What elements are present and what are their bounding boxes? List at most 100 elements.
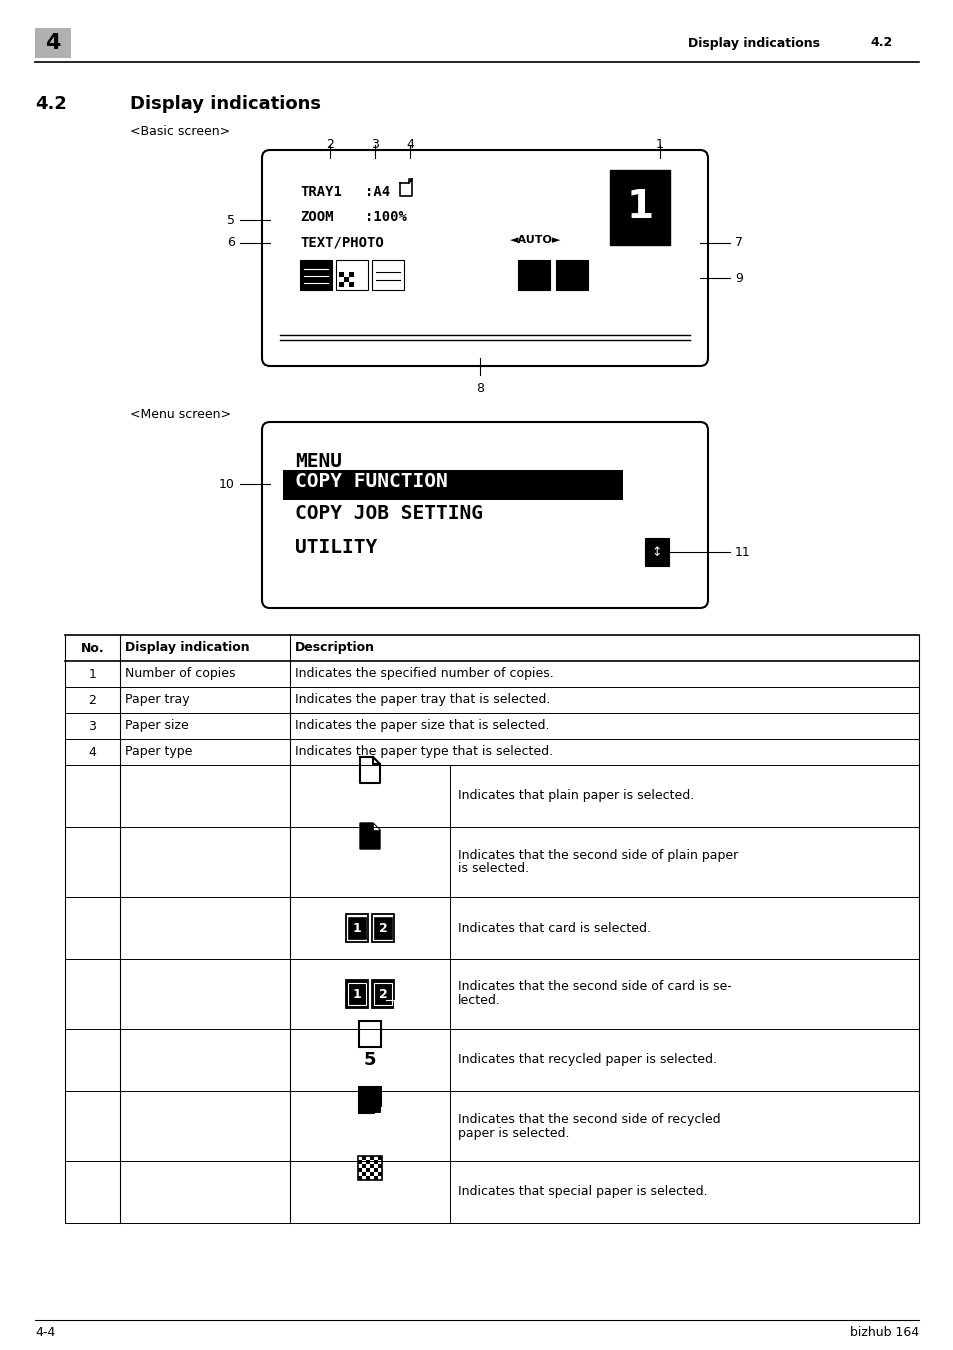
Text: is selected.: is selected. [457,863,529,876]
Text: 6: 6 [227,236,234,250]
Bar [377,1164,381,1168]
Text: TRAY1: TRAY1 [299,185,341,198]
FancyBboxPatch shape [262,150,707,366]
Text: 10: 10 [219,478,234,490]
Text: Display indication: Display indication [125,641,250,655]
Bar [349,271,354,277]
Text: 4: 4 [45,32,61,53]
Bar [366,1168,370,1172]
Bar [366,1160,370,1164]
Text: Indicates that card is selected.: Indicates that card is selected. [457,922,650,934]
Bar [348,983,366,1004]
Text: Indicates that special paper is selected.: Indicates that special paper is selected… [457,1185,707,1199]
Text: 1: 1 [656,138,663,151]
Text: COPY FUNCTION: COPY FUNCTION [294,472,447,491]
Bar [377,1172,381,1176]
Bar [299,261,332,290]
Bar [370,1172,374,1176]
Text: Display indications: Display indications [130,95,320,113]
Text: 3: 3 [371,138,378,151]
Text: paper is selected.: paper is selected. [457,1126,569,1139]
Text: 2: 2 [378,987,387,1000]
Bar [357,1168,361,1172]
Text: 4.2: 4.2 [35,95,67,113]
Text: 7: 7 [734,236,742,250]
Text: Number of copies: Number of copies [125,667,235,680]
Bar [374,983,392,1004]
Text: ZOOM: ZOOM [299,211,334,224]
Text: Indicates that the second side of plain paper: Indicates that the second side of plain … [457,849,738,861]
Text: 5: 5 [227,213,234,227]
Text: ◄AUTO►: ◄AUTO► [510,235,560,244]
Bar [609,170,669,244]
Bar [370,1164,374,1168]
Text: bizhub 164: bizhub 164 [849,1326,918,1338]
Text: Display indications: Display indications [687,36,820,50]
Text: 9: 9 [734,271,742,285]
Text: MENU: MENU [294,452,341,471]
Bar [517,261,550,290]
Bar [372,261,403,290]
Text: :100%: :100% [365,211,406,224]
Bar [372,914,394,942]
Bar [374,917,392,940]
Text: 4: 4 [89,745,96,759]
Text: 3: 3 [89,720,96,733]
Bar [370,1156,374,1160]
Bar [361,1164,366,1168]
Text: Indicates the paper size that is selected.: Indicates the paper size that is selecte… [294,720,549,733]
Text: 4.2: 4.2 [869,36,891,50]
Bar [358,1087,380,1112]
Bar [374,1176,377,1180]
Text: Indicates the paper tray that is selected.: Indicates the paper tray that is selecte… [294,694,550,706]
Text: 8: 8 [476,382,483,396]
Text: Indicates that the second side of recycled: Indicates that the second side of recycl… [457,1112,720,1126]
Bar [556,261,587,290]
Text: 2: 2 [89,694,96,706]
Bar [358,1021,380,1048]
Bar [335,261,368,290]
Bar [366,1176,370,1180]
Text: 5: 5 [363,1116,375,1135]
Text: Paper tray: Paper tray [125,694,190,706]
FancyBboxPatch shape [262,423,707,608]
Text: Paper type: Paper type [125,745,193,759]
Text: 1: 1 [353,987,361,1000]
Text: Indicates that the second side of card is se-: Indicates that the second side of card i… [457,980,731,994]
Bar [349,282,354,288]
Text: 2: 2 [326,138,334,151]
Bar [348,917,366,940]
Text: Indicates the paper type that is selected.: Indicates the paper type that is selecte… [294,745,553,759]
Text: 2: 2 [378,922,387,934]
Bar [644,539,668,566]
Text: 4: 4 [406,138,414,151]
Text: <Menu screen>: <Menu screen> [130,408,231,421]
Text: 11: 11 [734,545,750,559]
Text: UTILITY: UTILITY [294,539,376,558]
Bar [283,470,622,500]
Text: 1: 1 [89,667,96,680]
Bar [374,1168,377,1172]
Bar [346,914,368,942]
Text: 4-4: 4-4 [35,1326,55,1338]
Text: Paper size: Paper size [125,720,189,733]
Text: TEXT/PHOTO: TEXT/PHOTO [299,235,383,248]
Polygon shape [359,824,379,849]
Text: No.: No. [81,641,104,655]
Bar [338,282,344,288]
Bar [361,1156,366,1160]
Bar [372,980,394,1008]
Bar [374,1160,377,1164]
Bar [357,1176,361,1180]
Bar [346,980,368,1008]
Text: <Basic screen>: <Basic screen> [130,126,230,138]
Text: Indicates that recycled paper is selected.: Indicates that recycled paper is selecte… [457,1053,717,1066]
Text: 5: 5 [363,1052,375,1069]
Text: :A4: :A4 [365,185,390,198]
Bar [35,28,71,58]
Text: Indicates that plain paper is selected.: Indicates that plain paper is selected. [457,790,694,802]
Bar [377,1156,381,1160]
Polygon shape [373,824,379,830]
Text: ↕: ↕ [651,545,661,559]
Bar [361,1172,366,1176]
